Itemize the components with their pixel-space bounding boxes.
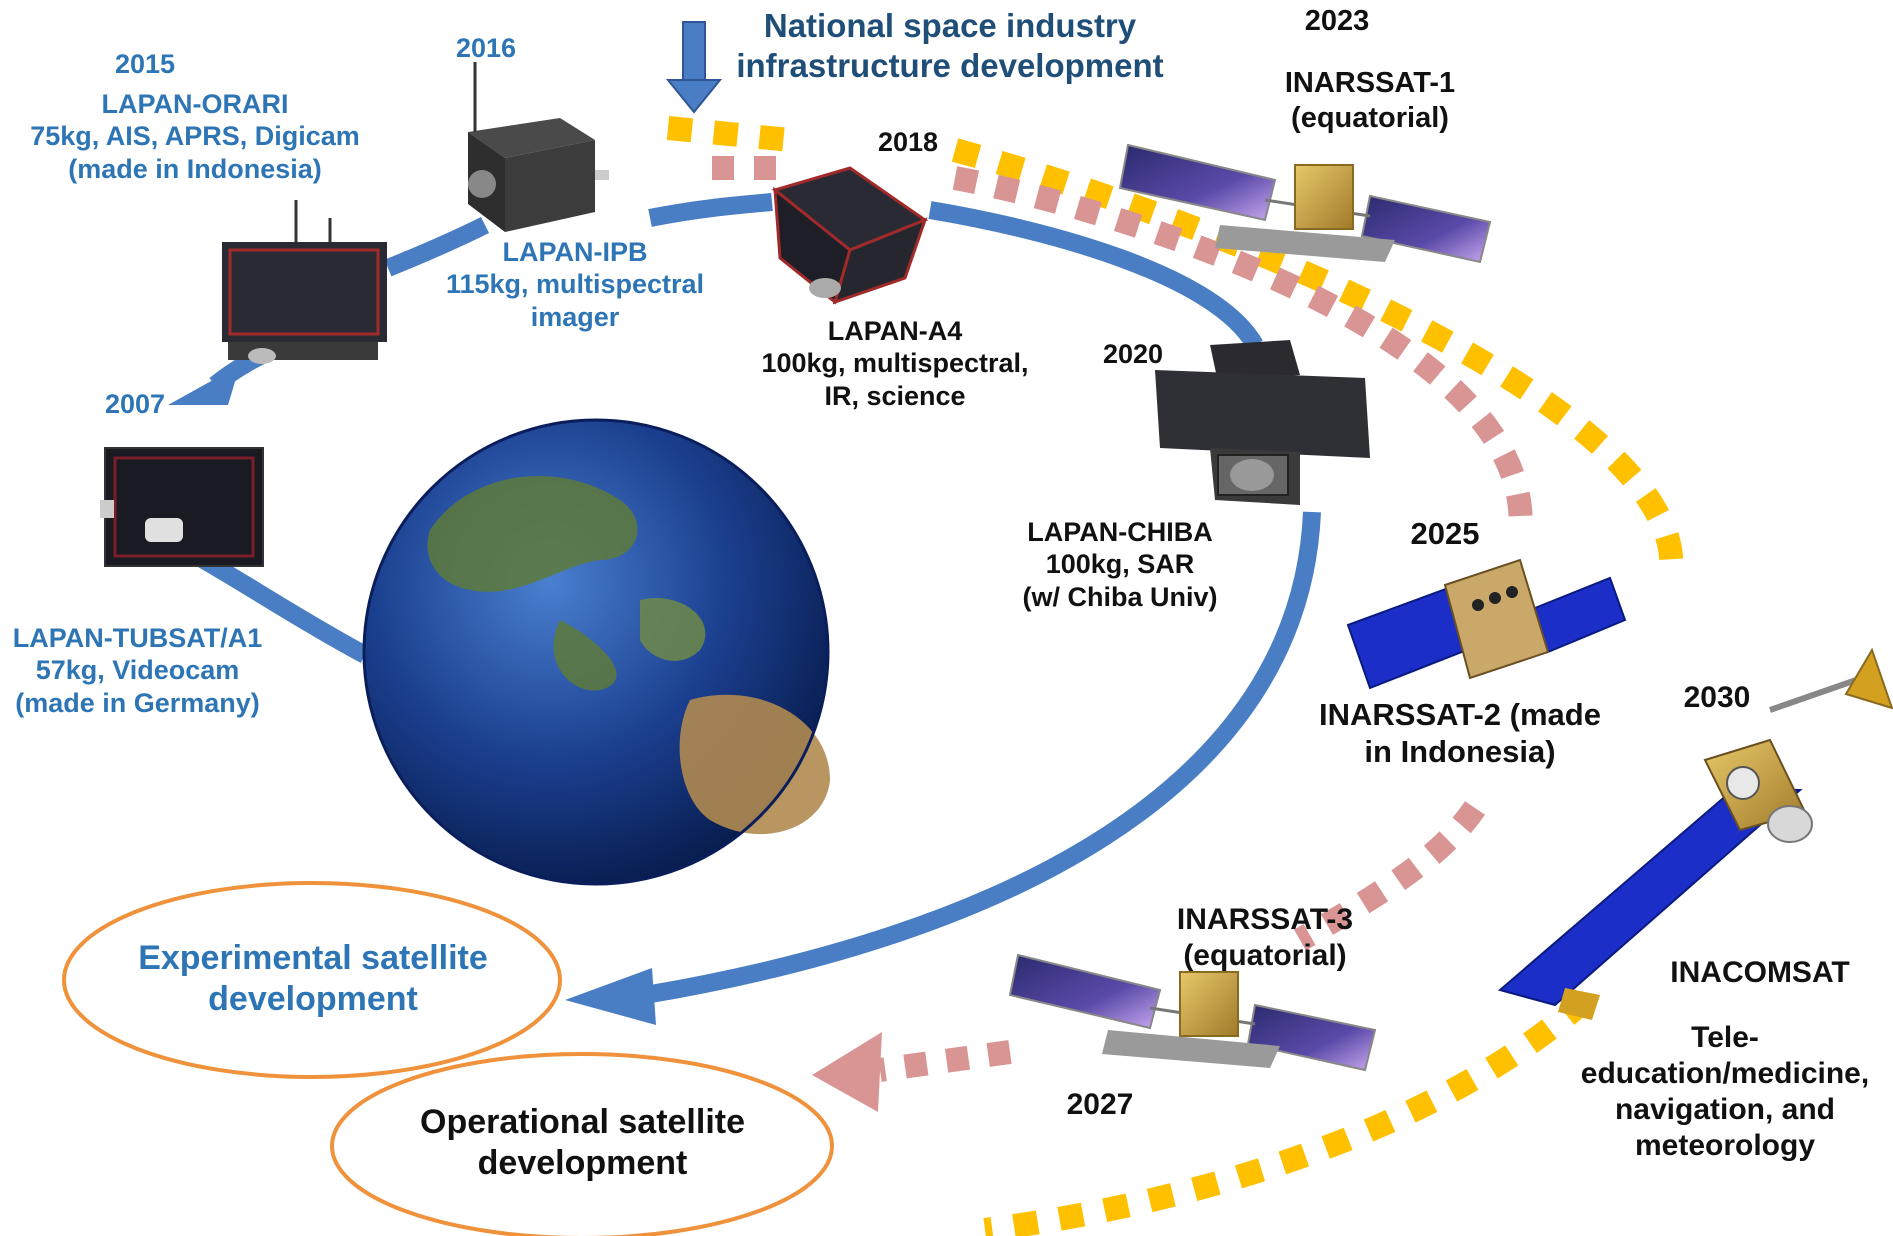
lapan-tubsat-name: LAPAN-TUBSAT/A1 — [12, 623, 263, 653]
lapan-orari-spec: 75kg, AIS, APRS, Digicam — [30, 121, 360, 152]
operational-track-pink — [712, 156, 1533, 1112]
header-title: National space industry infrastructure d… — [720, 6, 1180, 85]
satellite-inarssat1-icon — [1118, 143, 1492, 264]
operational-legend-line2: development — [477, 1143, 688, 1182]
lapan-tubsat-origin: (made in Germany) — [15, 687, 260, 718]
inacomsat-year: 2030 — [1683, 681, 1751, 714]
lapan-orari-label: LAPAN-ORARI 75kg, AIS, APRS, Digicam (ma… — [30, 88, 360, 185]
satellite-inarssat2-icon — [1346, 558, 1627, 690]
inacomsat-desc3: navigation, and — [1614, 1093, 1836, 1126]
inacomsat-desc4: meteorology — [1634, 1129, 1816, 1162]
lapan-orari-year: 2015 — [114, 49, 176, 79]
lapan-a4-year: 2018 — [877, 127, 939, 157]
lapan-chiba-name: LAPAN-CHIBA — [1027, 517, 1213, 547]
inarssat2-year: 2025 — [1410, 516, 1480, 551]
satellite-lapan-ipb-icon — [468, 62, 609, 232]
lapan-ipb-label: LAPAN-IPB 115kg, multispectral imager — [430, 236, 720, 333]
lapan-a4-spec2: IR, science — [824, 380, 966, 411]
inarssat1-label: INARSSAT-1 (equatorial) — [1250, 66, 1490, 136]
inacomsat-name: INACOMSAT — [1670, 956, 1850, 989]
operational-legend-ellipse — [330, 1052, 834, 1236]
inarssat1-year: 2023 — [1304, 5, 1370, 37]
lapan-a4-name: LAPAN-A4 — [827, 316, 963, 346]
lapan-ipb-spec2: imager — [530, 301, 620, 332]
satellite-lapan-a4-icon — [771, 166, 929, 305]
inacomsat-desc: Tele- education/medicine, navigation, an… — [1560, 1020, 1890, 1164]
satellite-inacomsat-icon — [1497, 647, 1893, 1020]
satellite-lapan-tubsat-icon — [100, 447, 264, 567]
lapan-ipb-year: 2016 — [455, 33, 517, 63]
inacomsat-desc1: Tele- — [1691, 1021, 1759, 1054]
experimental-arrowhead — [565, 968, 656, 1025]
inarssat3-name: INARSSAT-3 — [1176, 903, 1354, 936]
lapan-chiba-spec: 100kg, SAR — [1045, 549, 1195, 580]
inarssat2-label: INARSSAT-2 (made in Indonesia) — [1300, 696, 1620, 770]
lapan-tubsat-label: LAPAN-TUBSAT/A1 57kg, Videocam (made in … — [0, 622, 275, 719]
inarssat3-note: (equatorial) — [1183, 939, 1347, 972]
lapan-chiba-spec2: (w/ Chiba Univ) — [1022, 581, 1218, 612]
inarssat3-label: INARSSAT-3 (equatorial) — [1140, 902, 1390, 974]
lapan-orari-origin: (made in Indonesia) — [68, 153, 322, 184]
operational-legend-line1: Operational satellite — [420, 1103, 745, 1141]
lapan-ipb-name: LAPAN-IPB — [502, 237, 648, 267]
experimental-legend-ellipse — [62, 881, 562, 1079]
lapan-tubsat-year: 2007 — [104, 389, 166, 419]
earth-globe-icon — [362, 418, 830, 886]
inacomsat-desc2: education/medicine, — [1580, 1057, 1870, 1090]
lapan-ipb-spec: 115kg, multispectral — [445, 269, 705, 300]
lapan-a4-label: LAPAN-A4 100kg, multispectral, IR, scien… — [745, 315, 1045, 412]
lapan-orari-name: LAPAN-ORARI — [101, 89, 289, 119]
lapan-a4-spec: 100kg, multispectral, — [761, 348, 1029, 379]
experimental-legend-line1: Experimental satellite — [138, 939, 488, 977]
inarssat2-name-line2: in Indonesia) — [1364, 734, 1556, 770]
operational-arrowhead — [812, 1032, 882, 1112]
experimental-legend-line2: development — [208, 979, 418, 1018]
operational-legend-label: Operational satellite development — [360, 1102, 805, 1184]
inarssat1-name: INARSSAT-1 — [1284, 67, 1456, 99]
experimental-legend-label: Experimental satellite development — [88, 938, 538, 1020]
satellite-inarssat3-icon — [1008, 953, 1377, 1072]
inarssat3-year: 2027 — [1066, 1088, 1134, 1121]
lapan-chiba-label: LAPAN-CHIBA 100kg, SAR (w/ Chiba Univ) — [1000, 516, 1240, 613]
inarssat2-name-line1: INARSSAT-2 (made — [1319, 697, 1601, 732]
lapan-tubsat-spec: 57kg, Videocam — [35, 655, 240, 686]
inarssat1-note: (equatorial) — [1291, 101, 1449, 134]
satellite-lapan-orari-icon — [222, 200, 387, 364]
header-title-line2: infrastructure development — [736, 46, 1164, 84]
lapan-chiba-year: 2020 — [1102, 339, 1164, 369]
satellite-lapan-chiba-icon — [1155, 340, 1370, 505]
header-down-arrow — [665, 21, 723, 114]
operational-track-yellow — [666, 116, 1684, 1236]
header-title-line1: National space industry — [763, 7, 1137, 44]
